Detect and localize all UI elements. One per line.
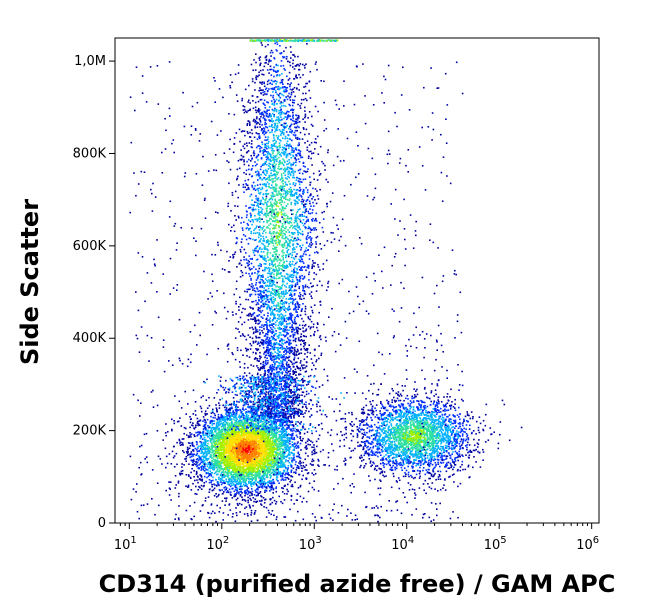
x-tick-label: 103 [299, 535, 322, 553]
y-tick-label: 200K [73, 424, 107, 439]
x-axis-title: CD314 (purified azide free) / GAM APC [99, 570, 616, 598]
y-axis-ticks: 0 200K 400K 600K 800K 1,0M [73, 54, 115, 531]
x-tick-label: 106 [576, 535, 599, 553]
x-axis-ticks: 101 102 103 104 105 106 [114, 523, 599, 553]
x-tick-label: 105 [484, 535, 507, 553]
x-tick-label: 101 [114, 535, 137, 553]
y-tick-label: 600K [73, 239, 107, 254]
y-tick-label: 1,0M [74, 54, 106, 69]
y-tick-label: 400K [73, 331, 107, 346]
y-axis-title: Side Scatter [16, 199, 44, 365]
x-tick-label: 104 [391, 535, 414, 553]
x-tick-label: 102 [206, 535, 229, 553]
event-dots [129, 39, 523, 523]
y-tick-label: 800K [73, 146, 107, 161]
plot-frame [114, 37, 600, 524]
y-tick-label: 0 [98, 516, 106, 531]
